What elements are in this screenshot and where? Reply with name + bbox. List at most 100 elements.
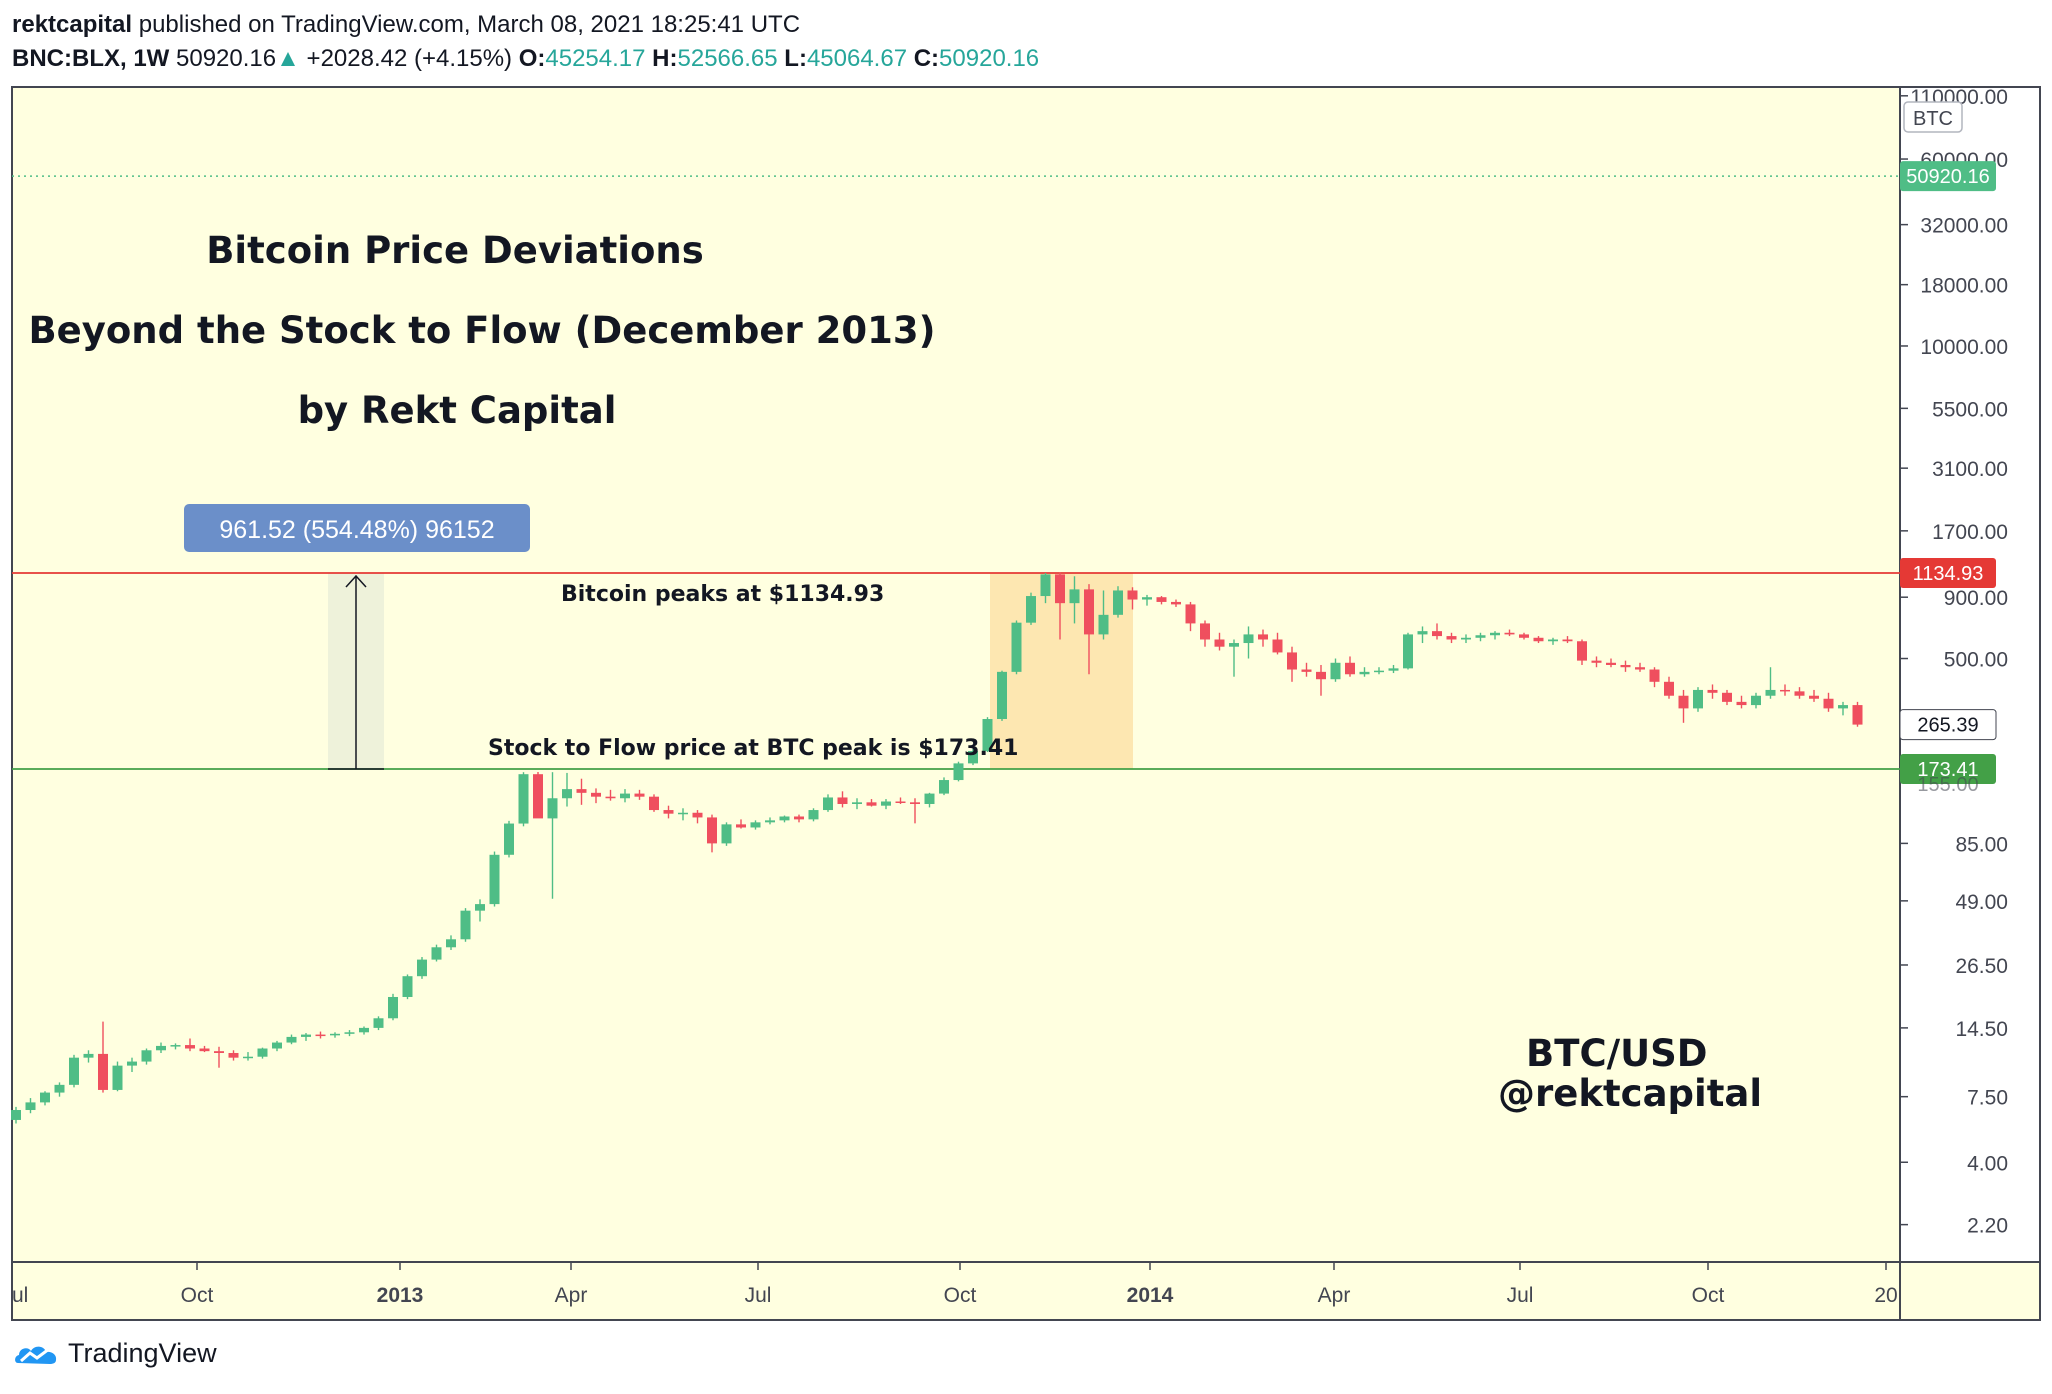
symbol-label[interactable]: BNC:BLX, 1W — [12, 45, 170, 72]
title-line-1: Bitcoin Price Deviations — [206, 229, 704, 272]
candle — [344, 1030, 355, 1037]
candle — [1374, 667, 1384, 675]
low-label: L: — [784, 45, 807, 72]
candle-body — [707, 817, 717, 844]
candle-body — [1577, 641, 1587, 661]
candle-body — [1649, 669, 1660, 682]
candles — [11, 572, 1863, 1124]
chart-header: rektcapital published on TradingView.com… — [12, 8, 1039, 76]
candle — [1490, 631, 1500, 640]
time-axis[interactable]: ul Oct 2013 Apr Jul Oct 2014 Apr Jul Oct 20 — [11, 1262, 1898, 1307]
candle-body — [272, 1042, 282, 1049]
y-tick-label: 3100.00 — [1932, 458, 2008, 481]
candle — [83, 1050, 94, 1063]
candle-body — [1490, 632, 1500, 636]
author-name[interactable]: rektcapital — [12, 11, 133, 38]
candle — [1620, 660, 1631, 672]
candle — [750, 820, 761, 830]
candle — [924, 792, 935, 808]
brand-name[interactable]: TradingView — [68, 1338, 217, 1368]
candle-body — [1243, 634, 1254, 644]
candle — [794, 814, 804, 823]
last-price-tag-box — [1900, 161, 1996, 192]
candle — [1113, 586, 1123, 618]
candle — [1577, 639, 1587, 665]
candle — [1533, 636, 1544, 644]
x-tick-label: Jul — [745, 1284, 772, 1307]
candle-body — [1562, 639, 1573, 642]
currency-badge-box — [1903, 101, 1963, 133]
candle-body — [1446, 636, 1457, 640]
candle — [185, 1038, 195, 1052]
candle — [866, 799, 877, 807]
candle-body — [1156, 597, 1167, 602]
candle — [170, 1043, 181, 1050]
candle-body — [765, 820, 775, 823]
candle-body — [533, 774, 543, 819]
candle — [707, 814, 717, 853]
candle — [736, 819, 746, 829]
candle-body — [257, 1048, 268, 1057]
candle-body — [1229, 643, 1239, 647]
footer: TradingView — [12, 1338, 217, 1369]
candle — [939, 777, 949, 796]
candle-body — [866, 802, 877, 806]
candle-body — [823, 797, 833, 811]
candle-body — [953, 763, 964, 781]
x-tick-label: 2013 — [377, 1284, 424, 1307]
candle — [446, 935, 456, 950]
candle — [678, 808, 688, 821]
candle-body — [1809, 695, 1819, 699]
candle — [1214, 632, 1225, 651]
candle — [1301, 662, 1312, 677]
candle — [98, 1021, 108, 1093]
candle — [11, 1106, 21, 1124]
candle-body — [417, 959, 427, 977]
y-tick-label: 14.50 — [1955, 1018, 2008, 1041]
x-tick-label: Apr — [1318, 1284, 1351, 1307]
candle — [1330, 658, 1341, 682]
candle — [692, 810, 703, 824]
candle-body — [808, 810, 819, 820]
candle-body — [1272, 639, 1283, 653]
candle — [1591, 656, 1602, 668]
y-tick-label: 49.00 — [1955, 891, 2008, 914]
s2f-price-tag-text: 173.41 — [1917, 759, 1978, 781]
price-axis[interactable]: 110000.0060000.0032000.0018000.0010000.0… — [1900, 86, 2008, 1238]
candle — [1417, 626, 1428, 644]
candle-body — [1635, 667, 1645, 670]
candle — [460, 908, 471, 942]
candle — [997, 670, 1007, 721]
candle-body — [1707, 689, 1718, 693]
candle — [1736, 695, 1747, 709]
high-value: 52566.65 — [677, 45, 778, 72]
candle-body — [1214, 639, 1225, 647]
candle-body — [301, 1034, 311, 1037]
candle — [1794, 687, 1805, 699]
candle — [1838, 701, 1848, 716]
y-tick-label: 26.50 — [1955, 955, 2008, 978]
tradingview-logo-icon — [15, 1346, 57, 1364]
y-tick-label: 7.50 — [1967, 1087, 2008, 1110]
candle-body — [1330, 662, 1341, 680]
measure-tool[interactable]: 961.52 (554.48%) 96152 — [184, 504, 530, 770]
candle-body — [1316, 671, 1326, 680]
candle-body — [1823, 698, 1834, 709]
y-tick-label: 85.00 — [1955, 833, 2008, 856]
candle — [1765, 667, 1776, 699]
candle — [1649, 667, 1660, 688]
peak-price-tag-box — [1900, 558, 1996, 588]
currency-badge[interactable]: BTC — [1903, 101, 1963, 133]
candle — [1345, 656, 1355, 677]
candle — [1852, 701, 1863, 727]
candle — [1272, 632, 1283, 655]
candle-body — [1765, 689, 1776, 696]
plot-background — [11, 86, 1901, 1263]
watermark-handle: @rektcapital — [1498, 1072, 1762, 1115]
candle-body — [1345, 662, 1355, 675]
y-tick-label: 10000.00 — [1920, 336, 2008, 359]
candle — [837, 791, 848, 808]
candle — [373, 1016, 384, 1031]
candle — [417, 957, 427, 979]
